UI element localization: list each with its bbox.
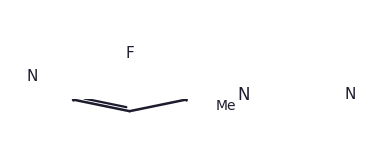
- Text: N: N: [238, 86, 250, 104]
- Text: N: N: [26, 69, 38, 84]
- Text: Me: Me: [215, 99, 236, 113]
- Text: F: F: [125, 46, 134, 61]
- Text: N: N: [345, 87, 356, 102]
